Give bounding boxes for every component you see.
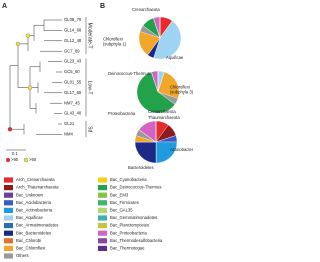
- pie-annotation: Chloroflexi (subphyla 1): [103, 37, 127, 47]
- legend-swatch: [4, 245, 13, 251]
- support-node: [27, 85, 33, 90]
- legend-label: Bac_Acidobacteria: [16, 200, 52, 205]
- leaf-label: GL14_68: [64, 28, 82, 33]
- legend-swatch: [4, 223, 13, 229]
- support-node: [15, 41, 21, 47]
- legend-swatch: [98, 207, 107, 213]
- pie-slice: [134, 141, 157, 164]
- pie-annotation: Proteobacteria: [108, 111, 136, 116]
- panel-label: B: [100, 3, 105, 10]
- support-node: [25, 33, 31, 38]
- legend-swatch: [4, 207, 13, 213]
- legend-swatch: [98, 238, 107, 244]
- pie-annotation: Deinococcus-Thermus: [108, 71, 150, 76]
- pie-slice: [153, 20, 182, 60]
- legend-label: Bac_Chlorobi: [16, 238, 41, 243]
- legend-label: Bac_Armatimonadetes: [16, 223, 58, 228]
- legend-swatch: [4, 238, 13, 244]
- scale-label: 0.1: [12, 151, 18, 156]
- legend-swatch: [98, 245, 107, 251]
- support-label: >50: [29, 157, 37, 162]
- legend-label: Bac_Planctomycetes: [110, 223, 149, 228]
- leaf-label: GL01_55: [64, 80, 82, 85]
- legend-label: Arch_Crenarchaeota: [16, 177, 55, 182]
- legend-label: Bac_Bacteroidetes: [16, 230, 51, 235]
- pie-annotation: Crenarchaeota: [148, 109, 176, 114]
- legend-swatch: [4, 253, 13, 259]
- legend-swatch: [98, 200, 107, 206]
- leaf-label: NM7_45: [64, 100, 80, 105]
- support-label: >90: [11, 157, 19, 162]
- legend-label: Bac_Proteobacteria: [110, 230, 147, 235]
- pie-slice: [155, 141, 178, 164]
- leaf-label: GL17_65: [64, 90, 82, 95]
- legend-swatch: [98, 192, 107, 198]
- pie-annotation: Crenarchaeota: [132, 7, 160, 12]
- pie-annotation: Thaumarchaeota: [148, 115, 180, 120]
- legend-swatch: [98, 223, 107, 229]
- legend-label: Bac_Aquificae: [16, 215, 43, 220]
- legend-swatch: [4, 192, 13, 198]
- pie-slice: [136, 71, 176, 114]
- panel-label: A: [2, 3, 7, 10]
- legend-label: Bac_Thermotogae: [110, 246, 145, 251]
- pie-annotation: Aquificae: [166, 55, 184, 60]
- leaf-label: GL21: [64, 121, 75, 126]
- group-label: Moderate-T: [87, 23, 93, 49]
- legend-swatch: [98, 185, 107, 191]
- support-node: [7, 127, 13, 132]
- support-key: [23, 157, 29, 163]
- legend-swatch: [4, 177, 13, 183]
- legend-label: Bac_EM3: [110, 192, 129, 197]
- legend-swatch: [4, 230, 13, 236]
- legend-label: Others: [16, 253, 29, 258]
- leaf-label: GL43_40: [64, 111, 82, 116]
- pie-annotation: Actinobacteria: [170, 147, 193, 152]
- legend-label: Bac_Firmicutes: [110, 200, 139, 205]
- legend-label: Bac_Gemmatimonadetes: [110, 215, 157, 220]
- pie-annotation: Chloroflexi (subphyla 3): [170, 85, 193, 95]
- legend-label: Bac_Deinococcus-Thermus: [110, 185, 161, 190]
- pie-slice: [157, 71, 180, 99]
- legend-label: Bac_Thermodesulfobacteria: [110, 238, 163, 243]
- legend-label: Bac_Actinobacteria: [16, 208, 53, 213]
- legend-swatch: [4, 215, 13, 221]
- legend-label: Bac_Cyanobacteria: [110, 177, 147, 182]
- legend-label: Bac_Chloroflexi: [16, 246, 45, 251]
- leaf-label: GL08_70: [64, 17, 82, 22]
- figure: A B GL08_70 GL14_68 GL12_48 GC7_89 GL23_43 GC…: [2, 3, 193, 259]
- pie-annotation: Bacteroidetes: [128, 165, 154, 170]
- legend-label: Bac_Unknown: [16, 192, 44, 197]
- legend-label: Arch_Thaumarchaeota: [16, 185, 59, 190]
- legend-swatch: [4, 185, 13, 191]
- leaf-label: NM4: [64, 132, 74, 137]
- leaf-label: GC7_89: [64, 48, 80, 53]
- leaf-label: GL12_48: [64, 38, 82, 43]
- group-label: Low-T: [87, 81, 93, 95]
- legend-swatch: [98, 177, 107, 183]
- leaf-label: GL23_43: [64, 59, 82, 64]
- leaf-label: GC5_60: [64, 69, 80, 74]
- legend-swatch: [98, 215, 107, 221]
- group-label: Sd: [87, 126, 93, 132]
- legend-swatch: [4, 200, 13, 206]
- legend-label: Bac_GAL35: [110, 208, 133, 213]
- support-key: [6, 158, 10, 162]
- legend-swatch: [98, 230, 107, 236]
